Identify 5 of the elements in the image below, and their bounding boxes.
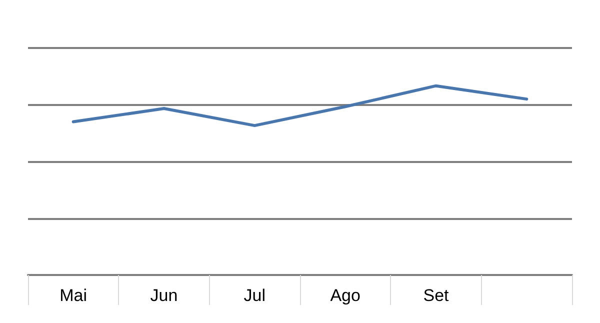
x-tick-label: Jul — [244, 286, 266, 305]
x-tick-label: Set — [423, 286, 450, 305]
x-tick-label: Mai — [60, 286, 88, 305]
x-tick-label: Jun — [150, 286, 178, 305]
x-tick-label: Ago — [330, 286, 360, 305]
